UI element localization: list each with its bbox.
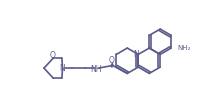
Text: O: O xyxy=(108,56,114,65)
Text: NH₂: NH₂ xyxy=(177,45,190,51)
Text: O: O xyxy=(50,52,56,60)
Text: N: N xyxy=(60,64,65,73)
Text: N: N xyxy=(133,50,139,59)
Text: NH: NH xyxy=(90,65,102,74)
